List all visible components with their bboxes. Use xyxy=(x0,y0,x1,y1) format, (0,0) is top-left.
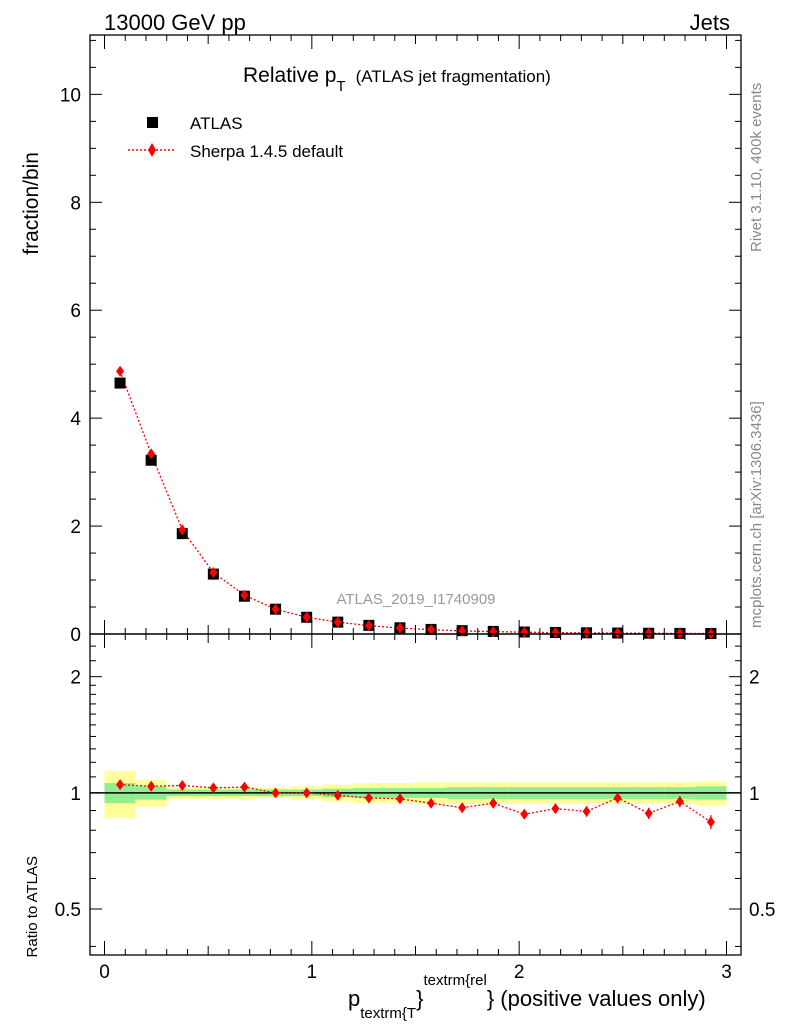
ratio-sherpa-point xyxy=(209,782,218,794)
legend-atlas-label: ATLAS xyxy=(190,114,243,133)
ratio-sherpa-point xyxy=(333,789,342,801)
sherpa-point xyxy=(427,624,436,636)
sherpa-point xyxy=(240,589,249,601)
ratio-sherpa-point xyxy=(551,803,560,815)
atlas-point xyxy=(114,377,126,389)
ratio-sherpa-point xyxy=(644,807,653,819)
sherpa-point xyxy=(209,566,218,578)
ratio-sherpa-point xyxy=(395,793,404,805)
ratio-uncertainty-band xyxy=(104,770,727,819)
main-panel-frame xyxy=(89,34,742,635)
plot-title-main: Relative p xyxy=(243,64,336,87)
atlas-point xyxy=(145,454,157,466)
x-tick-label: 3 xyxy=(721,962,732,983)
sherpa-point xyxy=(582,627,591,639)
ratio-tick-label-left: 1 xyxy=(70,784,81,805)
mcplots-info: mcplots.cern.ch [arXiv:1306.3436] xyxy=(748,401,765,628)
ratio-sherpa-point xyxy=(302,787,311,799)
y-tick-label: 6 xyxy=(70,301,81,322)
ratio-sherpa-point xyxy=(240,781,249,793)
sherpa-point xyxy=(644,627,653,639)
x-tick-label: 1 xyxy=(307,962,318,983)
sherpa-point xyxy=(271,603,280,615)
y-tick-label: 8 xyxy=(70,193,81,214)
x-tick-label: 0 xyxy=(99,962,110,983)
ratio-sherpa-line xyxy=(120,784,712,823)
x-axis-label-rest: } (positive values only) xyxy=(487,986,706,1011)
ratio-sherpa-point xyxy=(271,787,280,799)
axes-frames xyxy=(89,34,742,956)
y-tick-label: 0 xyxy=(70,625,81,646)
ratio-sherpa-point xyxy=(520,808,529,820)
ratio-sherpa-point xyxy=(458,802,467,814)
ratio-tick-label-right: 2 xyxy=(749,668,760,689)
sherpa-point xyxy=(520,626,529,638)
ratio-sherpa-point xyxy=(178,779,187,791)
ratio-tick-label-left: 2 xyxy=(70,668,81,689)
legend-atlas-marker xyxy=(147,117,158,128)
ratio-sherpa-point xyxy=(675,795,684,807)
ratio-sherpa-point xyxy=(582,805,591,817)
ratio-panel-series xyxy=(116,779,715,830)
plot-title-sub: T xyxy=(336,78,345,95)
plot-title: Relative pT (ATLAS jet fragmentation) xyxy=(243,64,551,95)
ratio-sherpa-point xyxy=(364,792,373,804)
x-axis-label-p: p xyxy=(348,986,360,1011)
y-tick-label: 4 xyxy=(70,409,81,430)
x-tick-label: 2 xyxy=(514,962,525,983)
sherpa-point xyxy=(551,627,560,639)
sherpa-point xyxy=(178,524,187,536)
x-axis-label: ptextrm{T}textrm{rel} (positive values o… xyxy=(348,972,706,1022)
ratio-sherpa-point xyxy=(489,797,498,809)
sherpa-point xyxy=(302,611,311,623)
axis-ticks: 0 2 4 6 8 10 0 1 2 3 0.5 0.5 1 1 2 2 xyxy=(55,35,775,983)
legend-sherpa-marker xyxy=(148,143,156,157)
sherpa-point xyxy=(147,448,156,460)
ratio-sherpa-point xyxy=(147,780,156,792)
y-axis-label-main: fraction/bin xyxy=(20,152,43,255)
analysis-watermark: ATLAS_2019_I1740909 xyxy=(336,591,495,608)
ratio-sherpa-point xyxy=(427,797,436,809)
ratio-sherpa-point xyxy=(706,816,715,828)
sherpa-point xyxy=(395,622,404,634)
x-axis-label-close: } xyxy=(416,986,423,1011)
sherpa-point xyxy=(116,365,125,377)
header-energy: 13000 GeV pp xyxy=(104,10,246,35)
ratio-sherpa-point xyxy=(116,779,125,791)
ratio-sherpa-point xyxy=(613,792,622,804)
plot-title-note: (ATLAS jet fragmentation) xyxy=(356,67,551,86)
ratio-tick-label-right: 1 xyxy=(749,784,760,805)
y-axis-label-ratio: Ratio to ATLAS xyxy=(24,856,41,957)
sherpa-point xyxy=(613,627,622,639)
rivet-info: Rivet 3.1.10, 400k events xyxy=(748,83,765,252)
header-jets: Jets xyxy=(690,10,730,35)
y-tick-label: 10 xyxy=(60,85,81,106)
sherpa-point xyxy=(333,616,342,628)
ratio-tick-label-left: 0.5 xyxy=(55,900,81,921)
x-axis-label-sup: textrm{rel xyxy=(423,972,486,989)
x-axis-label-sub: textrm{T xyxy=(360,1005,416,1022)
ratio-tick-label-right: 0.5 xyxy=(749,900,775,921)
legend-sherpa-label: Sherpa 1.4.5 default xyxy=(190,142,343,161)
y-tick-label: 2 xyxy=(70,517,81,538)
sherpa-point xyxy=(364,620,373,632)
